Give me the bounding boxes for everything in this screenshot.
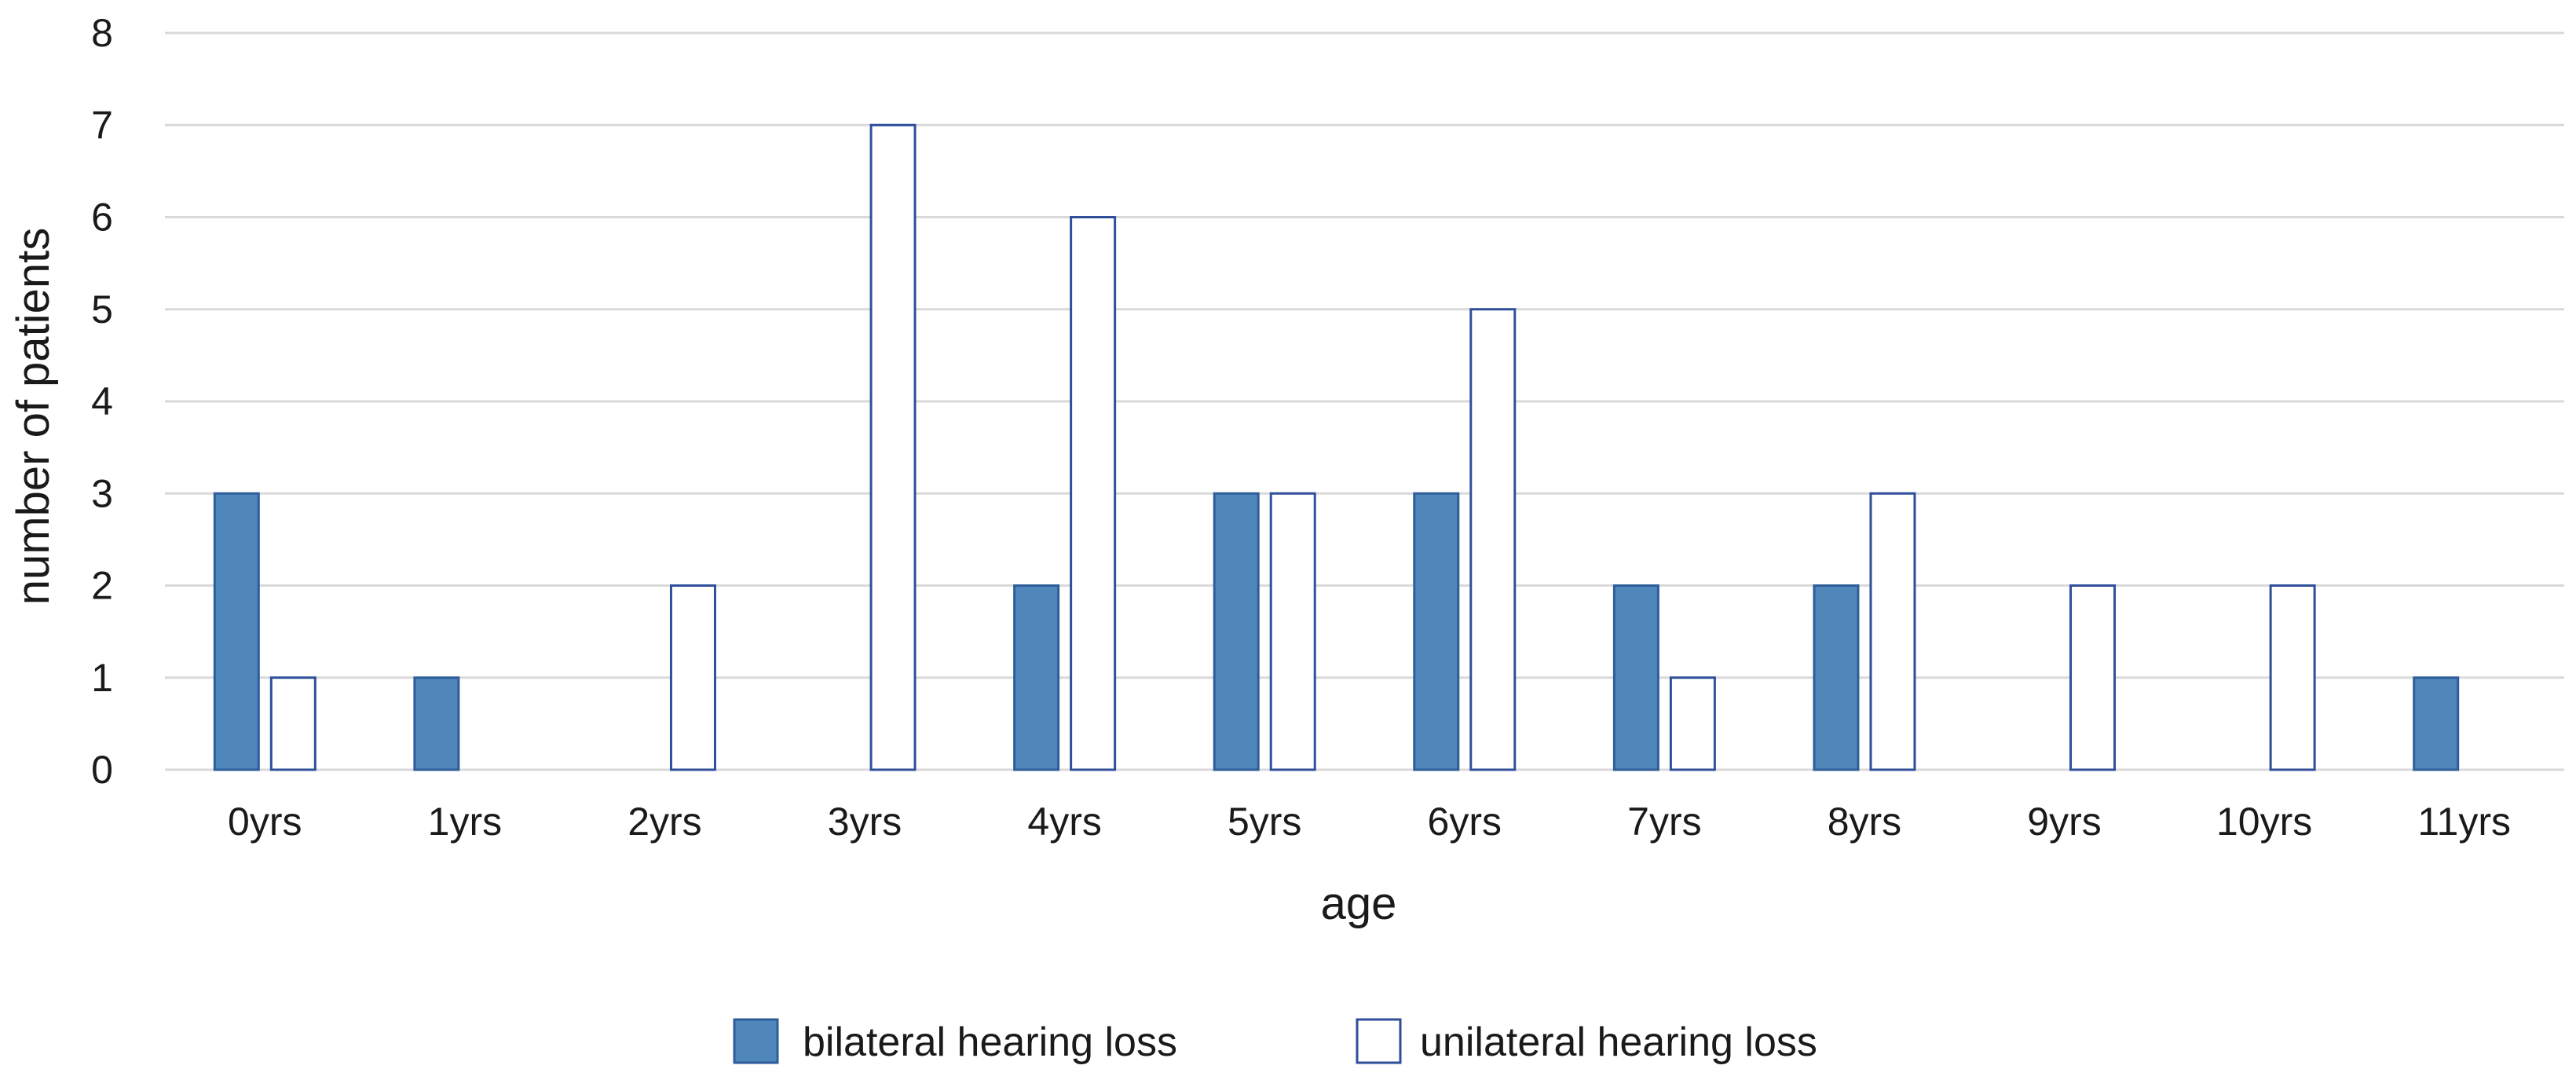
bar-unilateral-9yrs <box>2069 584 2117 771</box>
x-tick-label: 8yrs <box>1828 800 1901 844</box>
bar-bilateral-11yrs <box>2413 676 2460 771</box>
y-tick-label: 8 <box>91 11 113 55</box>
bar-bilateral-8yrs <box>1813 584 1860 771</box>
y-tick-label: 0 <box>91 748 113 792</box>
bar-unilateral-6yrs <box>1469 308 1517 771</box>
x-tick-label: 1yrs <box>428 800 502 844</box>
bar-unilateral-2yrs <box>669 584 716 771</box>
bar-unilateral-5yrs <box>1269 492 1316 771</box>
bar-bilateral-5yrs <box>1213 492 1260 771</box>
bar-bilateral-4yrs <box>1013 584 1060 771</box>
bar-unilateral-4yrs <box>1070 216 1117 771</box>
x-axis-title: age <box>1321 878 1397 929</box>
bar-bilateral-1yrs <box>413 676 460 771</box>
y-tick-label: 4 <box>91 379 113 423</box>
x-tick-label: 3yrs <box>828 800 902 844</box>
y-tick-label: 7 <box>91 103 113 147</box>
y-tick-label: 5 <box>91 287 113 331</box>
legend: bilateral hearing loss unilateral hearin… <box>733 1018 1817 1065</box>
x-tick-label: 0yrs <box>228 800 302 844</box>
y-tick-label: 2 <box>91 564 113 608</box>
gridlines <box>165 31 2564 771</box>
x-tick-label: 2yrs <box>628 800 701 844</box>
bars <box>213 123 2460 771</box>
x-tick-label: 10yrs <box>2216 800 2312 844</box>
bar-unilateral-3yrs <box>869 123 917 771</box>
y-axis-title: number of patients <box>8 228 59 605</box>
x-tick-label: 4yrs <box>1027 800 1101 844</box>
legend-label-unilateral: unilateral hearing loss <box>1420 1020 1817 1065</box>
y-tick-label: 6 <box>91 196 113 240</box>
bar-unilateral-0yrs <box>269 676 317 771</box>
legend-label-bilateral: bilateral hearing loss <box>803 1020 1177 1065</box>
bar-bilateral-7yrs <box>1612 584 1659 771</box>
x-tick-label: 5yrs <box>1228 800 1301 844</box>
x-tick-label: 11yrs <box>2417 800 2511 844</box>
y-tick-label: 1 <box>91 656 113 700</box>
x-axis-ticks: 0yrs 1yrs 2yrs 3yrs 4yrs 5yrs 6yrs 7yrs 8yrs 9yrs… <box>228 800 2511 844</box>
x-tick-label: 9yrs <box>2027 800 2101 844</box>
legend-swatch-bilateral <box>733 1018 779 1064</box>
bar-bilateral-6yrs <box>1413 492 1460 771</box>
bar-unilateral-10yrs <box>2269 584 2316 771</box>
x-tick-label: 7yrs <box>1627 800 1701 844</box>
bar-unilateral-8yrs <box>1869 492 1916 771</box>
bar-bilateral-0yrs <box>213 492 260 771</box>
bar-unilateral-7yrs <box>1669 676 1716 771</box>
y-tick-label: 3 <box>91 471 113 515</box>
y-axis-ticks: 0 1 2 3 4 5 6 7 8 <box>91 11 113 792</box>
legend-swatch-unilateral <box>1356 1018 1402 1064</box>
x-tick-label: 6yrs <box>1428 800 1502 844</box>
